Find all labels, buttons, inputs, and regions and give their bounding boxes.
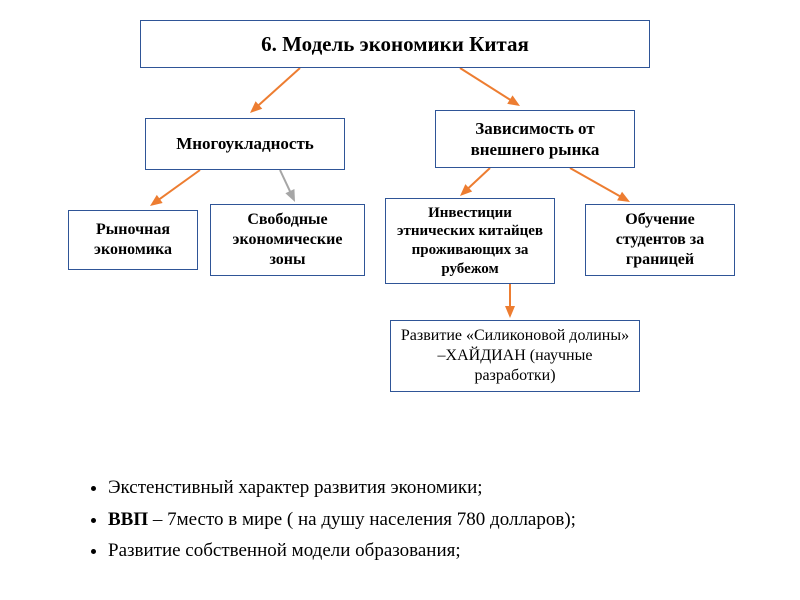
- bullet-item: ВВП – 7место в мире ( на душу населения …: [108, 507, 576, 533]
- bullet-text: Экстенстивный характер развития экономик…: [108, 477, 483, 498]
- node-study-label: Обучение студентов за границей: [594, 210, 726, 270]
- node-multistructure-label: Многоукладность: [176, 133, 314, 154]
- bullet-gdp-rest: – 7место в мире ( на душу населения 780 …: [148, 509, 576, 530]
- node-external-dependency: Зависимость от внешнего рынка: [435, 110, 635, 168]
- bullet-item: Развитие собственной модели образования;: [108, 538, 576, 564]
- node-invest-label: Инвестиции этнических китайцев проживающ…: [394, 204, 546, 279]
- node-study-abroad: Обучение студентов за границей: [585, 204, 735, 276]
- title-box: 6. Модель экономики Китая: [140, 20, 650, 68]
- bullet-text: Развитие собственной модели образования;: [108, 540, 461, 561]
- node-ethnic-investments: Инвестиции этнических китайцев проживающ…: [385, 198, 555, 284]
- title-text: 6. Модель экономики Китая: [261, 31, 529, 57]
- node-external-dependency-label: Зависимость от внешнего рынка: [444, 118, 626, 161]
- bullet-item: Экстенстивный характер развития экономик…: [108, 475, 576, 501]
- node-silicon-valley: Развитие «Силиконовой долины» –ХАЙДИАН (…: [390, 320, 640, 392]
- node-sez-label: Свободные экономические зоны: [219, 210, 356, 270]
- bullet-gdp-abbr: ВВП: [108, 509, 148, 530]
- node-free-economic-zones: Свободные экономические зоны: [210, 204, 365, 276]
- node-market-economy: Рыночная экономика: [68, 210, 198, 270]
- bullet-list: Экстенстивный характер развития экономик…: [90, 475, 576, 570]
- node-multistructure: Многоукладность: [145, 118, 345, 170]
- node-market-economy-label: Рыночная экономика: [77, 220, 189, 260]
- node-silicon-label: Развитие «Силиконовой долины» –ХАЙДИАН (…: [399, 326, 631, 386]
